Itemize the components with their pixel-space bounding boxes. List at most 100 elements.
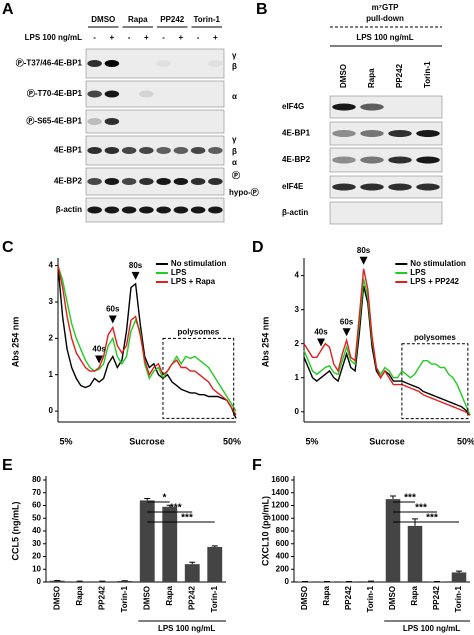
band — [139, 90, 154, 98]
band — [332, 103, 356, 111]
y-tick-label: 4 — [295, 271, 300, 280]
y-axis-label: CCL5 (ng/mL) — [10, 502, 20, 561]
band — [208, 206, 223, 214]
x-tick-label: DMSO — [300, 586, 309, 610]
y-tick-label: 1600 — [271, 475, 289, 484]
y-tick-label: 0 — [49, 406, 54, 415]
y-tick-label: 1 — [49, 370, 54, 379]
x-tick-label: Torin-1 — [210, 585, 219, 612]
trace — [303, 268, 471, 416]
band — [360, 130, 384, 137]
x-tick-label: DMSO — [52, 586, 61, 610]
row-label: 4E-BP1 — [282, 129, 311, 138]
band — [208, 178, 223, 185]
y-tick-label: 200 — [276, 564, 290, 573]
y-tick-label: 0 — [37, 577, 42, 586]
lps-sign: - — [128, 33, 131, 42]
y-axis-label: Abs 254 nm — [260, 317, 270, 368]
legend-label: LPS — [171, 268, 187, 277]
bar — [94, 581, 110, 582]
peak-arrow — [131, 271, 140, 280]
polysome-label: polysomes — [177, 327, 219, 336]
x-tick-label: Rapa — [410, 585, 419, 605]
panel-letter: F — [252, 457, 262, 474]
side-label: α — [232, 158, 237, 167]
blot — [85, 109, 225, 134]
band — [416, 156, 440, 164]
y-tick-label: 60 — [32, 501, 41, 510]
trace — [57, 265, 237, 412]
x-label: 50% — [223, 436, 241, 446]
band — [360, 103, 384, 111]
band — [121, 206, 137, 214]
trace — [303, 278, 471, 416]
peak-label: 40s — [314, 328, 328, 337]
side-label: Ⓟ — [232, 170, 240, 180]
y-tick-label: 600 — [276, 539, 290, 548]
y-tick-label: 2 — [295, 339, 300, 348]
y-tick-label: 0 — [285, 577, 290, 586]
peak-arrow — [317, 338, 326, 347]
group-label: DMSO — [91, 15, 115, 24]
lps-sign: + — [110, 33, 115, 42]
y-tick-label: 10 — [32, 564, 41, 573]
error-bar — [189, 561, 196, 565]
band — [87, 147, 102, 154]
y-tick-label: 30 — [32, 539, 41, 548]
sig-label: *** — [170, 503, 182, 514]
band — [416, 130, 440, 137]
band — [121, 147, 137, 154]
lane-label: PP242 — [395, 63, 404, 88]
x-tick-label: PP242 — [344, 585, 353, 610]
band — [388, 183, 412, 191]
bar — [49, 580, 65, 582]
row-label: 4E-BP2 — [54, 177, 83, 186]
peak-label: 40s — [92, 345, 106, 354]
band — [388, 130, 412, 137]
band — [332, 183, 356, 191]
polysome-label: polysomes — [414, 333, 456, 342]
y-tick-label: 2 — [49, 333, 54, 342]
header: m⁷GTP — [372, 3, 400, 12]
side-label: α — [232, 92, 237, 101]
lane-label: Rapa — [367, 68, 376, 88]
x-tick-label: PP242 — [97, 585, 106, 610]
side-label: γ — [232, 135, 237, 144]
y-tick-label: 400 — [276, 552, 290, 561]
legend-label: No stimulation — [410, 259, 466, 268]
y-tick-label: 0 — [295, 407, 300, 416]
y-tick-label: 1000 — [271, 513, 289, 522]
lps-sign: + — [144, 33, 149, 42]
group-label: Rapa — [128, 15, 148, 24]
y-tick-label: 50 — [32, 513, 41, 522]
peak-label: 60s — [340, 317, 354, 326]
band — [104, 90, 120, 98]
bar — [162, 506, 178, 582]
row-label: β-actin — [56, 205, 82, 214]
y-tick-label: 800 — [276, 526, 290, 535]
legend-label: LPS + PP242 — [410, 277, 459, 286]
blot — [329, 95, 443, 119]
y-tick-label: 80 — [32, 475, 41, 484]
group-label: PP242 — [160, 15, 185, 24]
blot — [329, 121, 443, 146]
lps-label: LPS 100 ng/mL — [25, 33, 82, 42]
x-tick-label: Torin-1 — [120, 585, 129, 612]
panel-letter: D — [252, 239, 264, 256]
y-tick-label: 1400 — [271, 488, 289, 497]
x-tick-label: Torin-1 — [366, 585, 375, 612]
x-label: 5% — [305, 436, 318, 446]
band — [87, 90, 102, 98]
polysome-box — [401, 343, 469, 420]
bar — [207, 546, 223, 582]
band — [139, 178, 154, 185]
error-bar — [390, 495, 396, 500]
row-label: eIF4G — [282, 102, 304, 111]
band — [190, 147, 206, 154]
peak-label: 80s — [129, 261, 143, 270]
blot — [329, 175, 443, 199]
legend-label: No stimulation — [171, 259, 227, 268]
lps-label: LPS 100 ng/mL — [356, 33, 413, 42]
side-label: hypo-Ⓟ — [229, 187, 259, 197]
error-bar — [166, 504, 173, 507]
